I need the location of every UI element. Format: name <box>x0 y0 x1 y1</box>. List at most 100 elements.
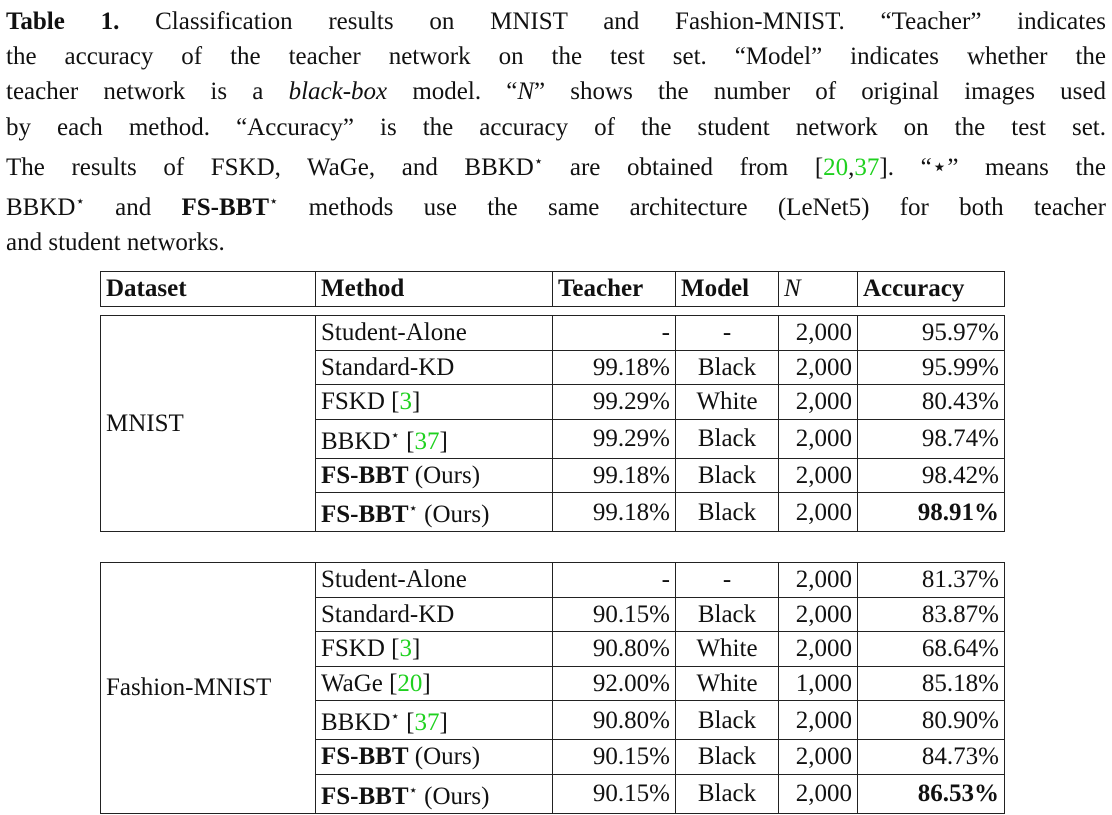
accuracy-cell: 80.90% <box>857 700 1005 740</box>
n-cell: 2,000 <box>778 562 858 598</box>
method-cell: FS-BBT⋆ (Ours) <box>315 492 553 532</box>
teacher-cell: - <box>552 562 676 598</box>
n-cell: 2,000 <box>778 384 858 420</box>
n-cell: 1,000 <box>778 665 858 701</box>
n-cell: 2,000 <box>778 596 858 632</box>
n-cell: 2,000 <box>778 700 858 740</box>
n-cell: 2,000 <box>778 492 858 532</box>
caption-line-3: teacher network is a black-box model. “N… <box>6 78 1107 106</box>
accuracy-cell: 98.42% <box>857 457 1005 493</box>
accuracy-cell: 84.73% <box>857 739 1005 775</box>
method-cell: WaGe [20] <box>315 665 553 701</box>
model-cell: White <box>675 665 779 701</box>
citation-link[interactable]: 3 <box>399 388 413 416</box>
caption-line-7: and student networks. <box>6 229 225 257</box>
citation-link[interactable]: 37 <box>414 709 440 736</box>
header-dataset: Dataset <box>100 271 316 307</box>
n-cell: 2,000 <box>778 315 858 351</box>
n-cell: 2,000 <box>778 631 858 667</box>
model-cell: - <box>675 562 779 598</box>
teacher-cell: 99.18% <box>552 349 676 385</box>
accuracy-cell: 86.53% <box>857 773 1005 814</box>
teacher-cell: 99.18% <box>552 457 676 493</box>
table-row: Fashion-MNIST Student-Alone - -2,000 81.37% <box>100 562 1005 814</box>
n-cell: 2,000 <box>778 773 858 814</box>
table-row: MNIST Student-Alone - -2,000 95.97% <box>100 315 1005 532</box>
accuracy-cell: 80.43% <box>857 384 1005 420</box>
citation-link[interactable]: 3 <box>399 635 413 663</box>
method-cell: FS-BBT (Ours) <box>315 739 553 775</box>
caption-line-1: Table 1. Classification results on MNIST… <box>6 8 1107 35</box>
accuracy-cell: 98.91% <box>857 492 1005 532</box>
model-cell: White <box>675 631 779 667</box>
accuracy-cell: 95.97% <box>857 315 1005 351</box>
fashion-mnist-results-table: Fashion-MNIST Student-Alone - -2,000 81.37% S… <box>100 562 1005 814</box>
method-cell: BBKD⋆ [37] <box>315 700 553 740</box>
caption-line-2: the accuracy of the teacher network on t… <box>6 43 1106 71</box>
model-cell: - <box>675 315 779 351</box>
table-row: FSKD [3] 90.80% White 2,000 68.64% <box>101 631 1005 667</box>
accuracy-cell: 98.74% <box>857 418 1005 459</box>
method-cell: Standard-KD <box>315 596 553 632</box>
model-cell: Black <box>675 492 779 532</box>
method-cell: FSKD [3] <box>315 631 553 667</box>
method-cell: Standard-KD <box>315 349 553 385</box>
table-row: FS-BBT⋆ (Ours) 99.18% Black 2,000 98.91% <box>101 492 1005 532</box>
dataset-cell: MNIST <box>100 315 316 532</box>
method-cell: FS-BBT (Ours) <box>315 457 553 493</box>
dataset-cell: Fashion-MNIST <box>100 562 316 814</box>
accuracy-cell: 83.87% <box>857 596 1005 632</box>
header-model: Model <box>675 271 779 307</box>
method-cell: Student-Alone <box>315 315 553 351</box>
table-row: Standard-KD 90.15% Black 2,000 83.87% <box>101 596 1005 632</box>
caption-line-6: BBKD⋆ and FS-BBT⋆ methods use the same a… <box>6 194 1106 222</box>
citation-link[interactable]: 37 <box>854 153 880 181</box>
citation-link[interactable]: 37 <box>414 427 440 455</box>
teacher-cell: 90.80% <box>552 700 676 740</box>
accuracy-cell: 85.18% <box>857 665 1005 701</box>
model-cell: Black <box>675 349 779 385</box>
teacher-cell: 92.00% <box>552 665 676 701</box>
table-row: WaGe [20] 92.00% White 1,000 85.18% <box>101 665 1005 701</box>
caption-label: Table 1. <box>6 8 120 35</box>
n-cell: 2,000 <box>778 349 858 385</box>
teacher-cell: 90.15% <box>552 739 676 775</box>
header-n: N <box>778 271 858 307</box>
accuracy-cell: 81.37% <box>857 562 1005 598</box>
model-cell: Black <box>675 773 779 814</box>
caption-line-5: The results of FSKD, WaGe, and BBKD⋆ are… <box>6 153 1107 181</box>
table-row: FS-BBT⋆ (Ours) 90.15% Black 2,000 86.53% <box>101 773 1005 814</box>
citation-link[interactable]: 20 <box>823 153 849 181</box>
header-teacher: Teacher <box>552 271 676 307</box>
n-cell: 2,000 <box>778 739 858 775</box>
accuracy-cell: 68.64% <box>857 631 1005 667</box>
table-row: FS-BBT (Ours) 90.15% Black 2,000 84.73% <box>101 739 1005 775</box>
teacher-cell: 90.15% <box>552 773 676 814</box>
teacher-cell: - <box>552 315 676 351</box>
teacher-cell: 99.18% <box>552 492 676 532</box>
citation-link[interactable]: 20 <box>397 669 423 697</box>
method-cell: BBKD⋆ [37] <box>315 418 553 459</box>
header-accuracy: Accuracy <box>857 271 1005 307</box>
mnist-results-table: MNIST Student-Alone - -2,000 95.97% Standard-… <box>100 315 1005 532</box>
model-cell: Black <box>675 418 779 459</box>
n-cell: 2,000 <box>778 418 858 459</box>
teacher-cell: 99.29% <box>552 418 676 459</box>
model-cell: Black <box>675 700 779 740</box>
method-cell: FSKD [3] <box>315 384 553 420</box>
table-row: FS-BBT (Ours) 99.18% Black 2,000 98.42% <box>101 457 1005 493</box>
method-cell: Student-Alone <box>315 562 553 598</box>
table-row: BBKD⋆ [37] 99.29% Black 2,000 98.74% <box>101 418 1005 459</box>
table-row: BBKD⋆ [37] 90.80% Black 2,000 80.90% <box>101 700 1005 740</box>
n-cell: 2,000 <box>778 457 858 493</box>
header-method: Method <box>315 271 553 307</box>
table-row: FSKD [3] 99.29% White 2,000 80.43% <box>101 384 1005 420</box>
results-table-header: Dataset Method Teacher Model N Accuracy <box>100 271 1005 307</box>
accuracy-cell: 95.99% <box>857 349 1005 385</box>
header-row: Dataset Method Teacher Model N Accuracy <box>100 271 1005 307</box>
model-cell: Black <box>675 596 779 632</box>
model-cell: Black <box>675 739 779 775</box>
teacher-cell: 90.15% <box>552 596 676 632</box>
caption-line-4: by each method. “Accuracy” is the accura… <box>6 113 1106 141</box>
model-cell: White <box>675 384 779 420</box>
